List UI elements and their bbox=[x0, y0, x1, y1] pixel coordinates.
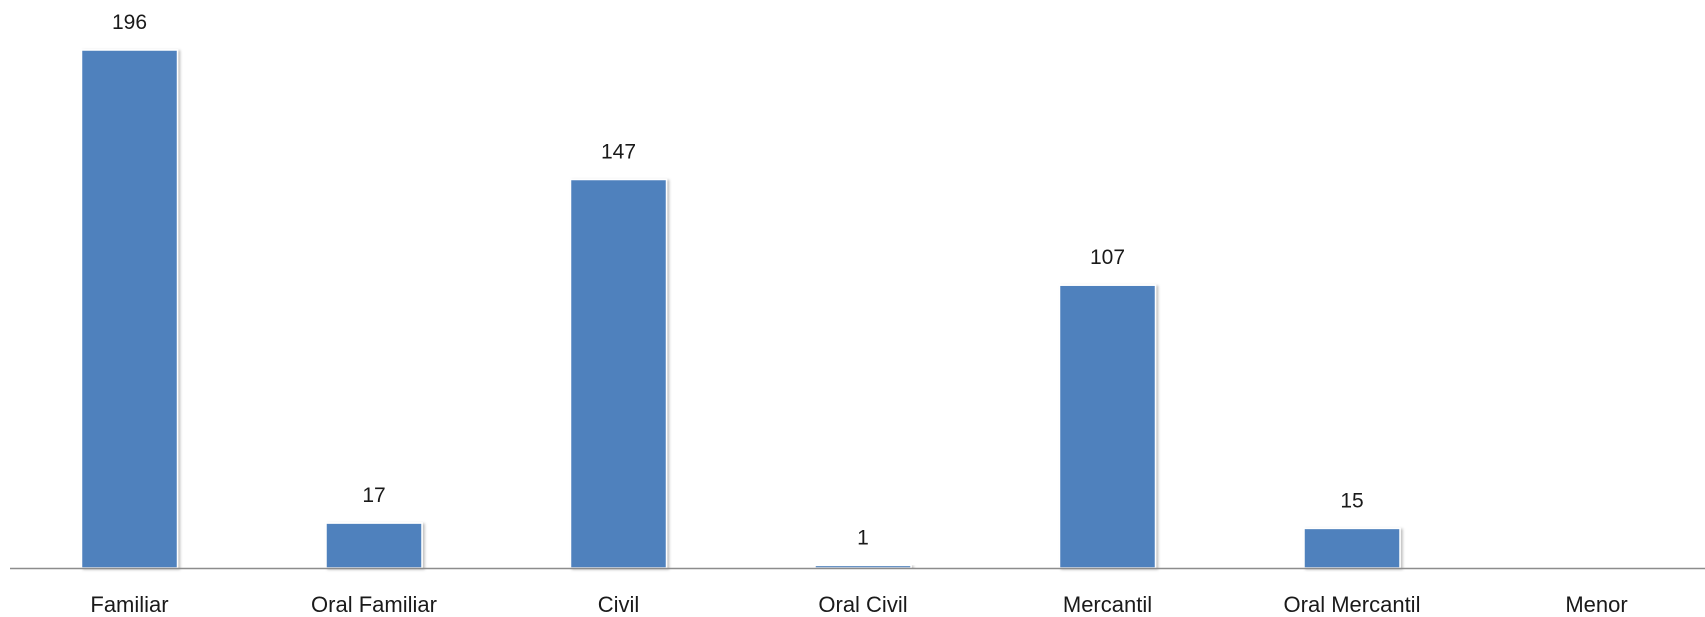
x-tick-label-oral-mercantil: Oral Mercantil bbox=[1284, 592, 1421, 617]
data-label-civil: 147 bbox=[601, 141, 636, 164]
bars-group bbox=[80, 49, 1401, 569]
x-tick-label-oral-civil: Oral Civil bbox=[818, 592, 907, 617]
data-label-familiar: 196 bbox=[112, 11, 147, 34]
bar-mercantil bbox=[1058, 284, 1157, 569]
x-tick-label-civil: Civil bbox=[598, 592, 640, 617]
data-label-oral-familiar: 17 bbox=[362, 484, 385, 507]
bar-oral-civil bbox=[814, 564, 912, 569]
x-tick-label-familiar: Familiar bbox=[90, 592, 168, 617]
bar-civil bbox=[569, 178, 668, 569]
data-label-oral-mercantil: 15 bbox=[1340, 489, 1363, 512]
x-tick-label-oral-familiar: Oral Familiar bbox=[311, 592, 437, 617]
bar-oral-familiar bbox=[325, 522, 423, 569]
x-tick-label-menor: Menor bbox=[1565, 592, 1627, 617]
x-tick-labels-group: Familiar Oral Familiar Civil Oral Civil Merc… bbox=[90, 592, 1627, 617]
data-label-oral-civil: 1 bbox=[857, 526, 869, 549]
bar-oral-mercantil bbox=[1303, 527, 1401, 569]
data-label-mercantil: 107 bbox=[1090, 246, 1125, 269]
data-labels-group: 196 17 147 1 107 15 bbox=[112, 11, 1364, 549]
x-tick-label-mercantil: Mercantil bbox=[1063, 592, 1152, 617]
bar-familiar bbox=[80, 49, 179, 569]
